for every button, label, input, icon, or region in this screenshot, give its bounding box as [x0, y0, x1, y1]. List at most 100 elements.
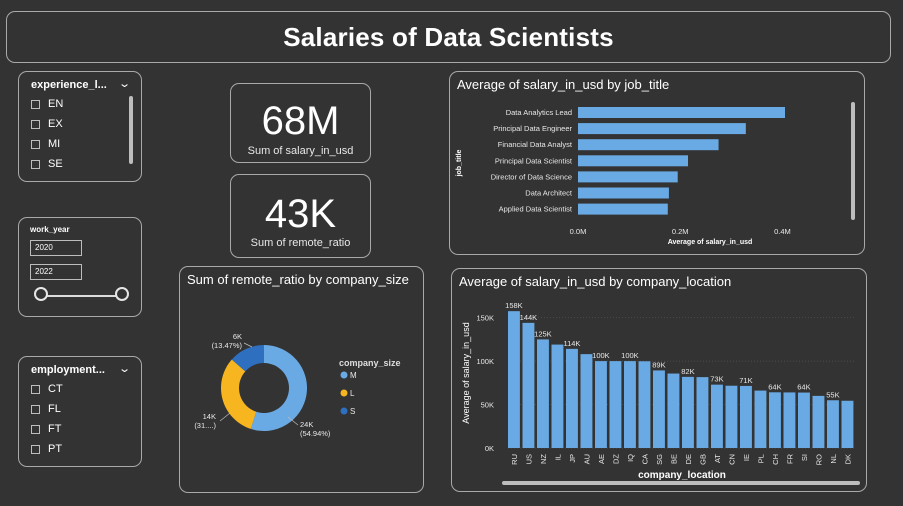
- bar: [580, 354, 593, 448]
- card-value: 43K: [264, 192, 337, 236]
- slicer-title: employment...: [31, 364, 105, 376]
- bar: [725, 385, 738, 448]
- leader-line: [243, 342, 253, 348]
- card-value: 68M: [261, 99, 340, 143]
- data-label-pct: (54.94%): [300, 429, 331, 438]
- x-tick-label: IE: [742, 454, 751, 461]
- bar: [522, 322, 535, 448]
- slicer-item-en[interactable]: EN: [31, 96, 63, 112]
- leader-line: [219, 412, 231, 422]
- x-tick-label: GB: [698, 454, 707, 465]
- x-axis-label: company_location: [638, 470, 726, 481]
- bar: [798, 392, 810, 448]
- x-tick-label: RO: [814, 454, 823, 465]
- slicer-item-label: FT: [48, 423, 62, 435]
- y-tick-label: 150K: [476, 314, 494, 323]
- slicer-item-mi[interactable]: MI: [31, 136, 60, 152]
- data-label: 14K: [203, 412, 216, 421]
- x-tick-label: DZ: [611, 454, 620, 464]
- range-slider-track[interactable]: [41, 295, 123, 297]
- slicer-item-se[interactable]: SE: [31, 156, 63, 172]
- x-tick-label: BE: [669, 454, 678, 464]
- work-year-slicer[interactable]: work_year 2020 2022: [18, 217, 142, 317]
- bar: [624, 361, 636, 448]
- data-label: 6K: [233, 332, 242, 341]
- slicer-item-label: EX: [48, 118, 63, 130]
- legend-marker: [340, 371, 348, 379]
- range-slider-start-handle[interactable]: [34, 287, 48, 301]
- category-label: Director of Data Science: [491, 172, 572, 181]
- bar: [551, 344, 564, 448]
- bar: [578, 123, 746, 135]
- donut-slice: [250, 345, 307, 431]
- bar: [595, 361, 607, 448]
- chart-title: Average of salary_in_usd by job_title: [457, 77, 670, 92]
- chevron-down-icon[interactable]: ⌄: [117, 78, 131, 90]
- y-axis-label: job_title: [456, 149, 463, 177]
- slicer-item-fl[interactable]: FL: [31, 401, 61, 417]
- bar: [609, 361, 622, 448]
- x-tick-label: AE: [597, 454, 606, 464]
- slicer-item-ex[interactable]: EX: [31, 116, 63, 132]
- checkbox[interactable]: [31, 119, 40, 129]
- start-year-input[interactable]: 2020: [30, 240, 82, 256]
- bar: [682, 376, 694, 448]
- y-tick-label: 50K: [481, 401, 494, 410]
- range-slider-end-handle[interactable]: [115, 287, 129, 301]
- slicer-item-ft[interactable]: FT: [31, 421, 61, 437]
- leader-line: [287, 416, 299, 426]
- slicer-item-label: CT: [48, 383, 63, 395]
- bar: [578, 171, 678, 183]
- end-year-input[interactable]: 2022: [30, 264, 82, 280]
- checkbox[interactable]: [31, 384, 40, 394]
- checkbox[interactable]: [31, 424, 40, 434]
- donut-slice: [221, 359, 257, 429]
- data-label: 89K: [652, 360, 665, 369]
- experience-level-slicer[interactable]: experience_l... ⌄ EN EX MI SE: [18, 71, 142, 182]
- slicer-item-label: EN: [48, 98, 64, 110]
- category-label: Principal Data Engineer: [493, 124, 572, 133]
- bar: [769, 392, 781, 448]
- slicer-item-label: FL: [48, 403, 61, 415]
- slicer-item-label: MI: [48, 138, 61, 150]
- category-label: Financial Data Analyst: [498, 140, 573, 149]
- chart-scrollbar[interactable]: [502, 481, 860, 485]
- slicer-item-ct[interactable]: CT: [31, 381, 63, 397]
- data-label: 64K: [797, 383, 810, 392]
- legend-entry: L: [350, 389, 355, 398]
- bar: [566, 348, 578, 448]
- bar: [812, 395, 825, 448]
- data-label: 73K: [710, 375, 723, 384]
- bar: [578, 107, 785, 118]
- checkbox[interactable]: [31, 99, 40, 109]
- checkbox[interactable]: [31, 139, 40, 149]
- bar: [578, 139, 719, 151]
- slicer-scrollbar[interactable]: [129, 96, 133, 164]
- bar: [508, 311, 520, 448]
- data-label: 82K: [681, 367, 694, 376]
- legend-title: company_size: [339, 358, 401, 368]
- data-label-pct: (13.47%): [212, 341, 243, 350]
- legend-marker: [340, 389, 348, 397]
- chart-scrollbar[interactable]: [851, 102, 855, 220]
- x-tick-label: NL: [829, 454, 838, 464]
- chevron-down-icon[interactable]: ⌄: [117, 363, 131, 375]
- title-banner: Salaries of Data Scientists: [6, 11, 891, 63]
- slicer-item-pt[interactable]: PT: [31, 441, 62, 457]
- bar: [578, 203, 668, 215]
- data-label: 24K: [300, 420, 313, 429]
- slicer-title: work_year: [30, 225, 70, 234]
- employment-type-slicer[interactable]: employment... ⌄ CT FL FT PT: [18, 356, 142, 467]
- checkbox[interactable]: [31, 444, 40, 454]
- job-title-bar-chart: job_title Average of salary_in_usd Data …: [456, 102, 855, 246]
- x-tick-label: SG: [655, 454, 664, 465]
- salary-card: 68M Sum of salary_in_usd: [230, 83, 371, 163]
- checkbox[interactable]: [31, 404, 40, 414]
- x-tick-label: NZ: [539, 454, 548, 464]
- checkbox[interactable]: [31, 159, 40, 169]
- slicer-item-label: SE: [48, 158, 63, 170]
- bar: [578, 155, 689, 167]
- bar: [667, 373, 680, 448]
- chart-title: Average of salary_in_usd by company_loca…: [459, 274, 732, 289]
- x-tick-label: JP: [568, 454, 577, 463]
